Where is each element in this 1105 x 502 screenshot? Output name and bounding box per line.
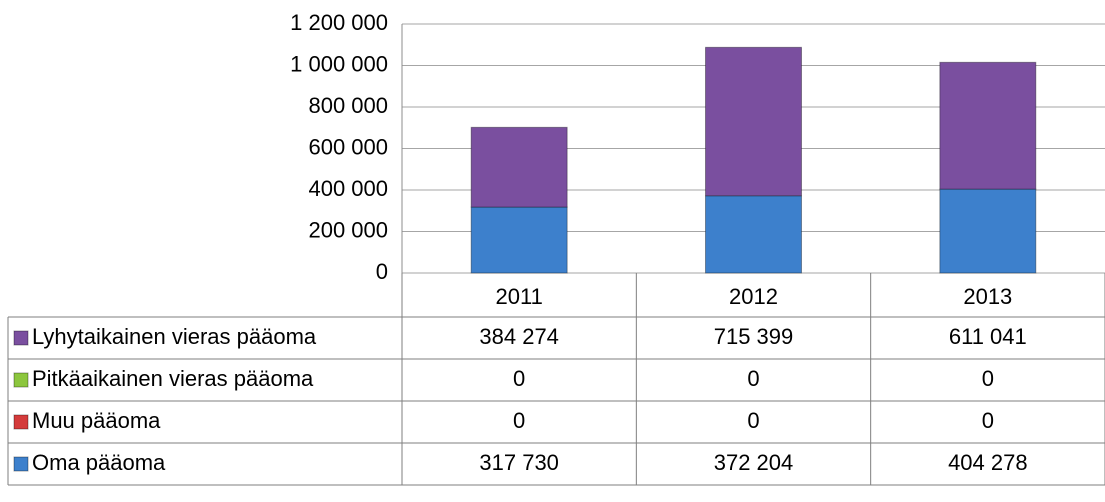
legend-key: [13, 372, 29, 388]
data-label: 0: [513, 408, 525, 433]
data-label: 404 278: [948, 450, 1028, 475]
x-tick-label: 2012: [729, 284, 778, 309]
data-label: 0: [747, 366, 759, 391]
legend-label: Muu pääoma: [32, 408, 161, 433]
y-tick-label: 1 000 000: [290, 51, 388, 76]
data-label: 384 274: [479, 324, 559, 349]
legend-label: Lyhytaikainen vieras pääoma: [32, 324, 317, 349]
bar-segment: [939, 61, 1037, 190]
data-label: 372 204: [714, 450, 794, 475]
legend-label: Pitkäaikainen vieras pääoma: [32, 366, 314, 391]
y-tick-label: 800 000: [308, 93, 388, 118]
data-label: 0: [982, 366, 994, 391]
legend-key: [13, 456, 29, 472]
data-label: 0: [513, 366, 525, 391]
legend-label: Oma pääoma: [32, 450, 166, 475]
bar-segment: [939, 188, 1037, 274]
bar-segment: [705, 195, 802, 274]
data-label: 317 730: [479, 450, 559, 475]
y-tick-label: 0: [376, 259, 388, 284]
y-tick-label: 400 000: [308, 176, 388, 201]
x-tick-label: 2013: [963, 284, 1012, 309]
bar-segment: [705, 46, 802, 197]
x-tick-label: 2011: [496, 284, 543, 309]
bar-segment: [470, 206, 568, 274]
legend-key: [13, 414, 29, 430]
data-label: 0: [747, 408, 759, 433]
data-label: 715 399: [714, 324, 794, 349]
y-tick-label: 200 000: [308, 217, 388, 242]
data-label: 0: [982, 408, 994, 433]
y-tick-label: 1 200 000: [290, 10, 388, 35]
bar-segment: [470, 126, 568, 208]
legend-key: [13, 330, 29, 346]
data-label: 611 041: [949, 324, 1027, 349]
y-tick-label: 600 000: [308, 134, 388, 159]
